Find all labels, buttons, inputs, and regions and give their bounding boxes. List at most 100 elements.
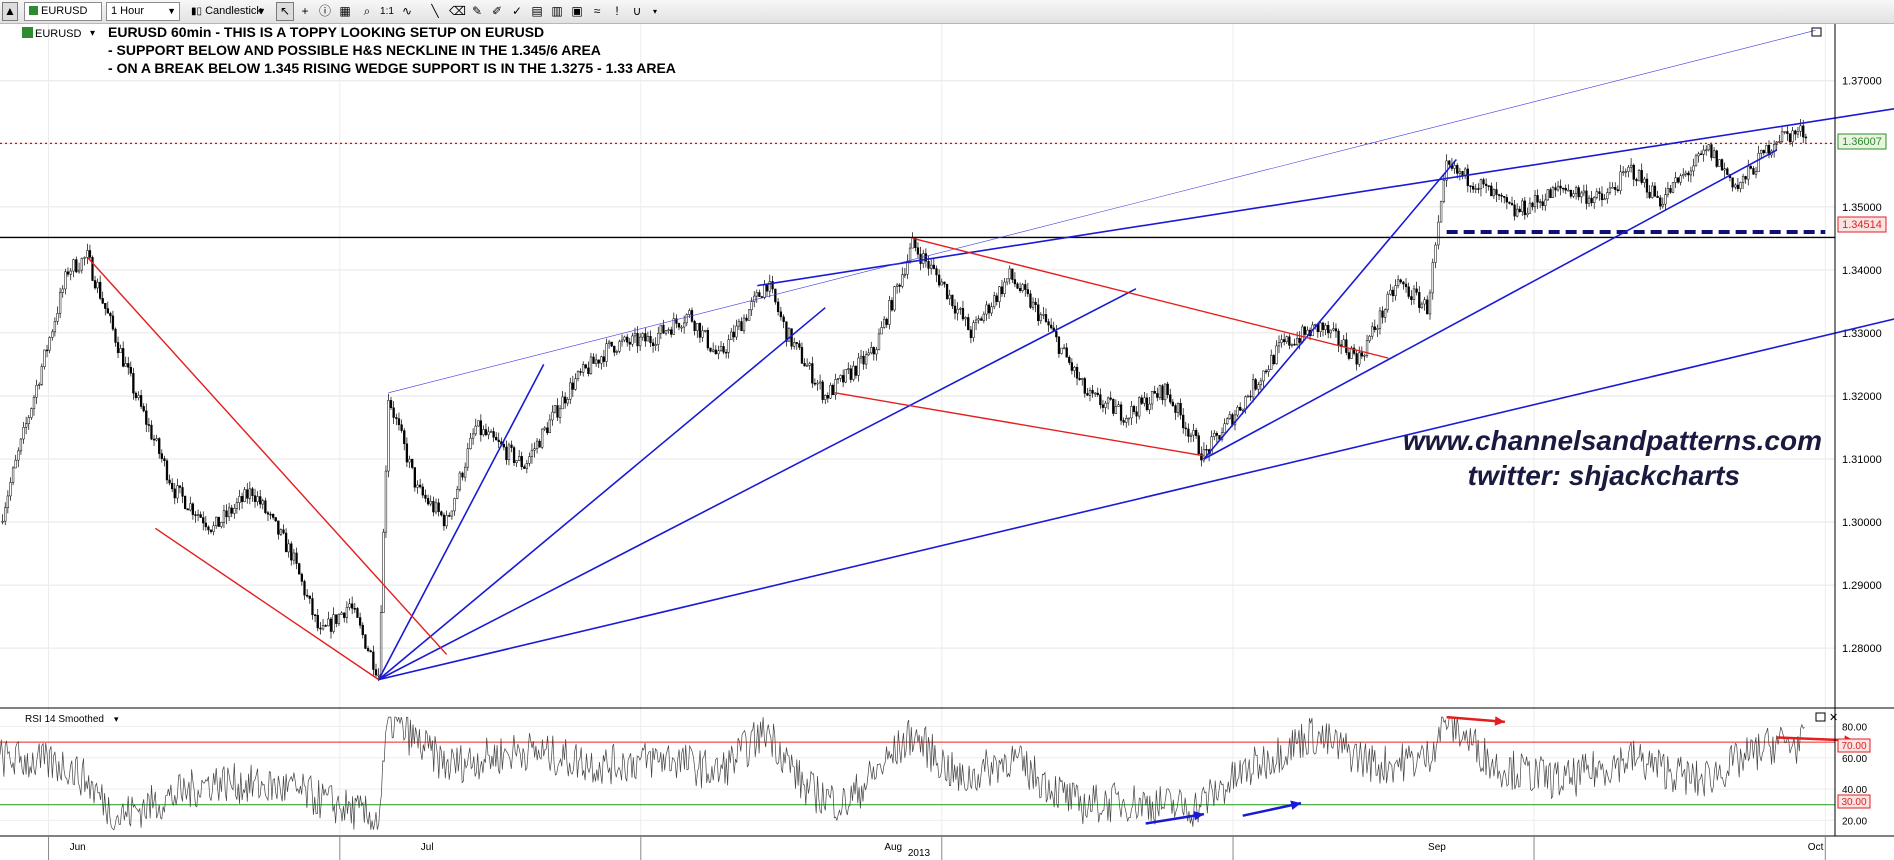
candle-body [651,342,655,347]
candle-body [51,331,54,338]
drawing-icon[interactable]: ∿ [401,4,413,18]
panel-toggle-icon[interactable]: ▲ [2,2,18,21]
candle-body [1202,449,1206,461]
candle-body [248,488,251,499]
candle-body [510,444,513,448]
candle-body [337,614,341,624]
candle-body [753,295,756,302]
maximize-icon[interactable] [1815,712,1826,722]
pointer-icon[interactable]: ↖ [276,2,294,21]
chart-template-icon[interactable]: ▤ [531,4,543,18]
zoom-reset-icon[interactable]: 1:1 [380,6,394,17]
candle-body [1148,403,1151,410]
candle-body [646,335,650,342]
candle-body [1518,208,1521,212]
candle-body [1773,144,1776,152]
symbol-selector[interactable]: EURUSD [24,2,102,21]
zoom-icon[interactable]: ⌕ [363,4,371,18]
candle-body [626,336,629,343]
candle-body [1257,384,1260,390]
candle-body [1246,395,1250,398]
candle-body [659,324,663,334]
candle-body [1272,355,1275,364]
price-tick-label: 1.30000 [1842,517,1882,529]
rsi-title[interactable]: RSI 14 Smoothed [25,714,104,725]
chart-area[interactable]: 1.28000 1.29000 1.30000 1.31000 1.32000 1.330… [0,24,1894,860]
candle-body [392,407,395,418]
indicator-icon[interactable]: ▣ [571,4,583,18]
magnet-icon[interactable]: ∪ [632,4,642,18]
candle-body [1466,168,1469,186]
candle-body [824,395,827,400]
candle-body [1267,369,1270,372]
candle-body [1616,189,1620,191]
candle-body [1187,428,1190,437]
candle-body [1564,188,1567,191]
candle-body [1358,352,1361,365]
cursor-icon[interactable]: ✓ [511,4,523,18]
brush-icon[interactable]: ✐ [491,4,503,18]
chevron-down-icon[interactable]: ▾ [114,714,119,724]
candle-body [38,384,41,386]
candle-body [269,513,272,516]
candle-body [93,280,97,289]
candle-body [623,336,626,341]
candle-body [1415,288,1418,293]
candle-body [530,449,534,457]
candle-body [930,264,933,269]
candle-body [145,410,148,425]
candle-body [30,408,33,418]
candle-body [821,381,824,400]
candle-body [1412,288,1416,300]
candle-body [24,423,28,428]
pencil-icon[interactable]: ✎ [471,4,483,18]
maximize-icon[interactable] [1811,27,1822,37]
candle-body [826,395,829,399]
watermark-twitter: twitter: shjackcharts [1468,460,1740,491]
candle-body [895,284,899,287]
candle-body [1528,202,1532,214]
chart-type-value: Candlestick [205,5,262,17]
line-tool-icon[interactable]: ╲ [431,4,439,18]
wave-icon[interactable]: ≈ [593,4,601,18]
candle-body [1295,338,1299,345]
symbol-label[interactable]: EURUSD [35,28,82,40]
compare-icon[interactable]: ▥ [551,4,563,18]
candle-body [461,472,464,478]
candle-body [1055,331,1058,338]
candle-body [356,608,359,618]
candle-body [1469,185,1472,187]
close-icon[interactable]: ✕ [1829,712,1838,724]
candle-body [898,284,901,287]
candle-body [1684,172,1687,175]
candle-body [600,356,603,364]
chevron-down-icon[interactable]: ▾ [90,28,95,39]
candle-body [32,396,36,409]
candle-body [1226,418,1229,424]
rsi-arrow-blue-head [1193,810,1204,821]
candle-body [1119,404,1123,421]
info-icon[interactable]: ⓘ [318,4,331,18]
candle-body [1659,197,1662,207]
candle-body [1410,296,1413,300]
eraser-icon[interactable]: ⌫ [449,4,466,18]
candle-body [662,324,665,334]
candle-body [150,424,153,440]
candle-body [579,371,582,373]
candle-body [566,398,569,404]
candle-body [1329,329,1332,334]
candle-body [191,503,195,515]
candle-body [1008,268,1011,280]
candle-body [329,618,333,632]
candle-body [1060,347,1063,354]
alert-icon[interactable]: ! [615,4,619,18]
overflow-icon[interactable]: ▾ [652,7,657,16]
interval-selector[interactable]: 1 Hour ▼ [106,2,180,21]
grid-icon[interactable]: ▦ [339,4,351,18]
candle-body [340,612,343,615]
crosshair-icon[interactable]: + [301,4,309,18]
candle-body [246,489,249,499]
candle-body [1765,145,1768,154]
candle-body [1580,192,1583,198]
chart-type-selector[interactable]: ▮▯ Candlestick ▼ [186,2,270,21]
